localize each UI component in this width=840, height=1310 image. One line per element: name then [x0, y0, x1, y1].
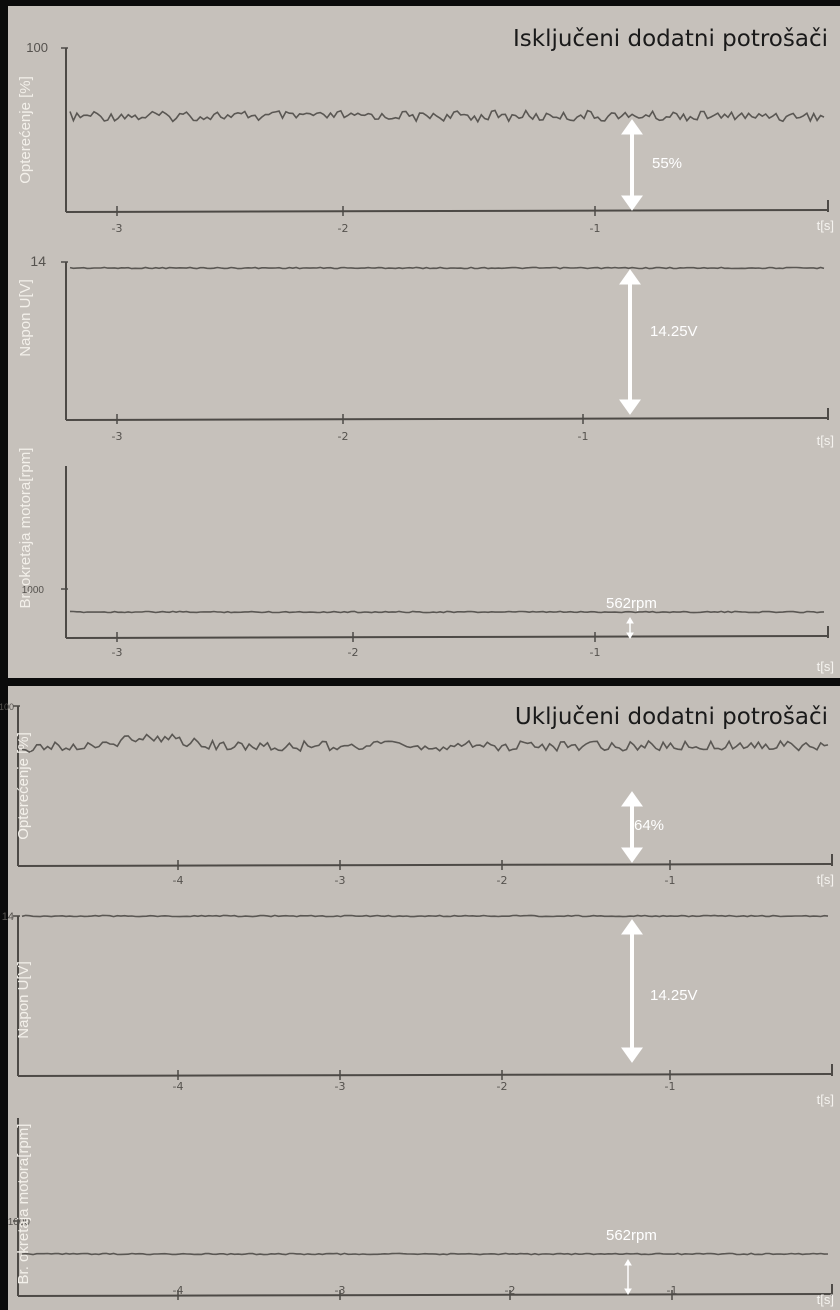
series-line — [69, 610, 825, 614]
x-axis-label: t[s] — [817, 872, 834, 887]
chart-2-2: 14 Napon U[V] -4 -3 -2 -1 t[s] 14.25V — [2, 911, 834, 1107]
series-line — [21, 1252, 829, 1256]
x-axis-label: t[s] — [817, 1292, 834, 1307]
x-tick-label: -3 — [112, 430, 123, 443]
annotation-arrow-head-down — [621, 195, 643, 211]
x-tick-label: -1 — [667, 1284, 678, 1297]
y-axis-label: Napon U[V] — [15, 961, 32, 1039]
annotation-arrow-head-up — [621, 919, 643, 935]
y-axis-label: Napon U[V] — [17, 279, 34, 357]
chart-marks: 100 Opterećenje [%] -3 -2 -1 t[s] 55% 14 Napon U… — [0, 40, 840, 1307]
annotation-arrow-head-up — [621, 119, 643, 135]
panel-2: Uključeni dodatni potrošači — [8, 686, 840, 1310]
panel-2-background — [8, 686, 840, 1310]
x-tick-label: -1 — [590, 646, 601, 659]
x-tick-label: -3 — [335, 874, 346, 887]
annotation-value: 562rpm — [606, 1227, 657, 1244]
x-tick-label: -3 — [335, 1080, 346, 1093]
x-axis-label: t[s] — [817, 659, 834, 674]
y-tick-label: 14 — [30, 253, 46, 269]
x-tick-label: -4 — [173, 1284, 184, 1297]
y-tick-label: 14 — [2, 911, 14, 923]
panel-2-title: Uključeni dodatni potrošači — [515, 704, 828, 730]
x-axis-line — [17, 1073, 833, 1077]
x-axis-line — [65, 417, 829, 421]
annotation-arrow-head-down — [624, 1288, 632, 1295]
series-line — [69, 266, 825, 270]
x-tick-label: -3 — [112, 646, 123, 659]
x-axis-line — [65, 209, 829, 213]
chart-2-1: 100 Opterećenje [%] -4 -3 -2 -1 t[s] 64% — [0, 702, 834, 887]
panel-1: Isključeni dodatni potrošači — [8, 6, 840, 678]
x-tick-label: -2 — [497, 874, 508, 887]
x-tick-label: -2 — [338, 222, 349, 235]
y-axis-label: Opterećenje [%] — [15, 732, 32, 840]
x-tick-label: -1 — [590, 222, 601, 235]
y-tick-label: 1000 — [22, 585, 45, 596]
x-tick-label: -4 — [173, 1080, 184, 1093]
x-axis-line — [17, 863, 833, 867]
y-axis-label: Opterećenje [%] — [17, 76, 34, 184]
annotation-value: 55% — [652, 155, 682, 172]
panel-1-title: Isključeni dodatni potrošači — [513, 26, 828, 52]
chart-1-1: 100 Opterećenje [%] -3 -2 -1 t[s] 55% — [17, 40, 834, 235]
y-tick-label: 100 — [26, 40, 48, 55]
y-tick-label: 1000 — [8, 1217, 31, 1228]
annotation-arrow-head-up — [626, 617, 634, 624]
annotation-value: 14.25V — [650, 987, 698, 1004]
x-tick-label: -3 — [335, 1284, 346, 1297]
panel-divider — [0, 678, 840, 686]
y-axis-label: Br. okretaja motora[rpm] — [15, 1124, 32, 1285]
annotation-arrow-head-up — [619, 269, 641, 285]
annotation-value: 64% — [634, 817, 664, 834]
series-line — [21, 733, 829, 754]
annotation-arrow-head-down — [626, 632, 634, 639]
y-tick-label: 100 — [0, 702, 14, 712]
x-tick-label: -2 — [497, 1080, 508, 1093]
series-line — [69, 108, 825, 124]
annotation-arrow-head-down — [619, 399, 641, 415]
x-tick-label: -2 — [505, 1284, 516, 1297]
chart-1-2: 14 Napon U[V] -3 -2 -1 t[s] 14.25V — [17, 253, 834, 448]
x-tick-label: -2 — [348, 646, 359, 659]
y-axis-label: Br. okretaja motora[rpm] — [17, 448, 34, 609]
x-tick-label: -1 — [665, 1080, 676, 1093]
series-line — [21, 914, 829, 918]
x-axis-line — [65, 635, 829, 639]
x-tick-label: -2 — [338, 430, 349, 443]
x-axis-label: t[s] — [817, 1092, 834, 1107]
x-tick-label: -1 — [578, 430, 589, 443]
x-tick-label: -1 — [665, 874, 676, 887]
x-axis-label: t[s] — [817, 433, 834, 448]
x-tick-label: -3 — [112, 222, 123, 235]
x-tick-label: -4 — [173, 874, 184, 887]
annotation-arrow-head-down — [621, 847, 643, 863]
annotation-arrow-head-down — [621, 1047, 643, 1063]
x-axis-label: t[s] — [817, 218, 834, 233]
annotation-arrow-head-up — [624, 1259, 632, 1266]
x-axis-line — [17, 1293, 833, 1297]
annotation-value: 562rpm — [606, 595, 657, 612]
annotation-arrow-head-up — [621, 791, 643, 807]
annotation-value: 14.25V — [650, 323, 698, 340]
panel-1-background — [8, 6, 840, 678]
